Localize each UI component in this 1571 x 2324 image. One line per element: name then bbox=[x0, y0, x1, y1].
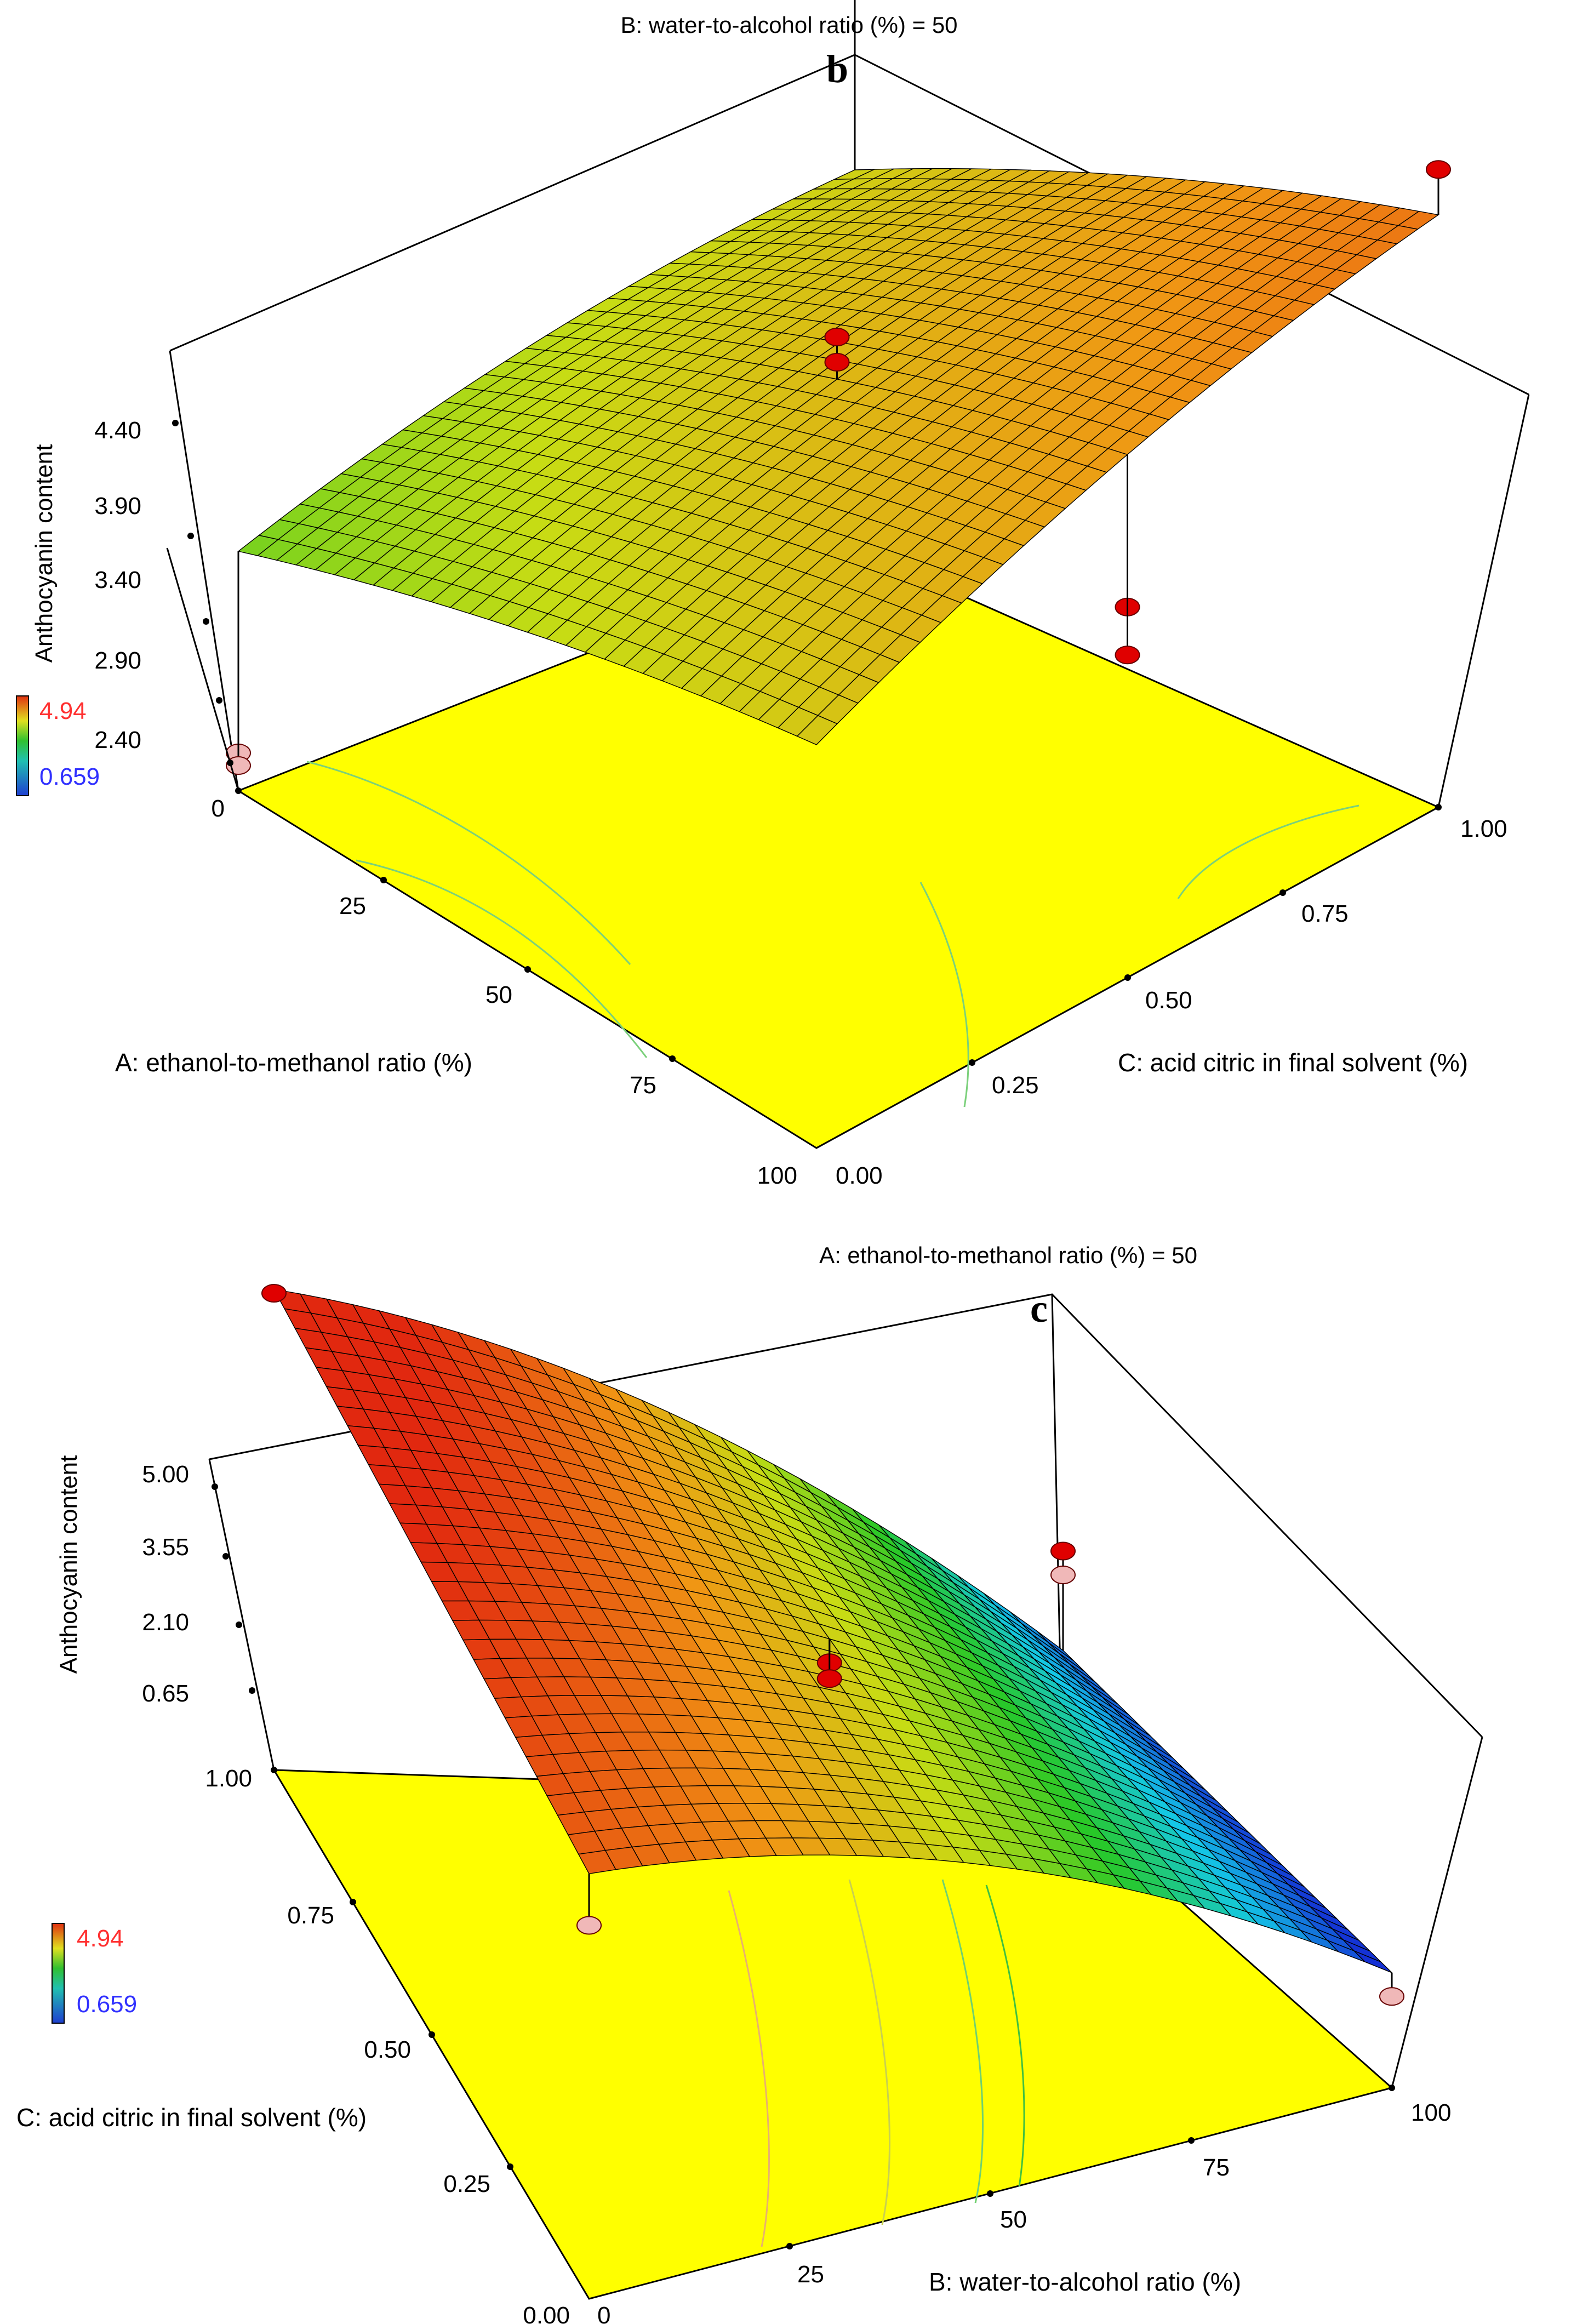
x-tick-label: 50 bbox=[1000, 2206, 1027, 2233]
tick-mark bbox=[380, 877, 387, 883]
z-axis-title: Anthocyanin content bbox=[55, 1455, 82, 1674]
tick-mark bbox=[1435, 804, 1442, 810]
y-tick-label: 1.00 bbox=[1460, 815, 1507, 842]
tick-mark bbox=[1279, 889, 1286, 896]
x-tick-label: 25 bbox=[797, 2261, 824, 2288]
tick-mark bbox=[429, 2031, 435, 2038]
tick-mark bbox=[236, 1621, 242, 1628]
y-tick-label: 1.00 bbox=[205, 1765, 252, 1792]
tick-mark bbox=[227, 760, 233, 766]
design-point-marker bbox=[824, 327, 850, 346]
panel-b-z-axis: 4.40 3.90 3.40 2.90 2.40 Anthocyanin con… bbox=[31, 417, 239, 791]
design-point-marker bbox=[1379, 1987, 1404, 2006]
tick-mark bbox=[969, 1059, 975, 1066]
design-point-marker bbox=[816, 1669, 842, 1688]
panel-c-design-points bbox=[261, 1284, 1404, 2006]
surface-cell bbox=[1353, 1950, 1392, 1973]
colorbar-max-label: 4.94 bbox=[39, 698, 87, 724]
tick-mark bbox=[203, 618, 209, 625]
surface-cell bbox=[578, 1849, 616, 1875]
panel-b-response-surface bbox=[237, 168, 1439, 745]
tick-mark bbox=[786, 2243, 793, 2249]
z-tick-label: 3.55 bbox=[142, 1534, 189, 1561]
panel-b-x-axis: 0 25 50 75 100 A: ethanol-to-methanol ra… bbox=[115, 787, 797, 1189]
y-tick-label: 0.00 bbox=[836, 1162, 883, 1189]
tick-mark bbox=[212, 1483, 218, 1490]
x-tick-label: 0 bbox=[597, 2302, 610, 2324]
z-tick-label: 2.40 bbox=[94, 727, 141, 753]
colorbar-min-label: 0.659 bbox=[77, 1991, 137, 2018]
panel-b-colorbar: 4.94 0.659 bbox=[16, 695, 100, 796]
colorbar-max-label: 4.94 bbox=[77, 1925, 124, 1952]
panel-c-response-surface bbox=[273, 1288, 1392, 1973]
panel-c-floor-contours bbox=[728, 1879, 1025, 2247]
tick-mark bbox=[271, 1767, 277, 1773]
panel-b-design-points bbox=[226, 0, 1451, 775]
y-tick-label: 0.50 bbox=[364, 2036, 411, 2063]
tick-mark bbox=[669, 1055, 676, 1062]
x-tick-label: 25 bbox=[339, 893, 366, 920]
design-point-marker bbox=[824, 352, 850, 372]
panel-c: 5.00 3.55 2.10 0.65 Anthocyanin content … bbox=[16, 1242, 1483, 2324]
y-tick-label: 0.75 bbox=[1301, 900, 1349, 927]
tick-mark bbox=[1389, 2085, 1395, 2091]
y-tick-label: 0.50 bbox=[1145, 987, 1192, 1014]
panel-c-title: A: ethanol-to-methanol ratio (%) = 50 bbox=[819, 1242, 1197, 1268]
design-point-marker bbox=[1050, 1566, 1076, 1584]
panel-b-y-axis: 0.00 0.25 0.50 0.75 1.00 C: acid citric … bbox=[836, 804, 1507, 1189]
z-tick-label: 3.40 bbox=[94, 567, 141, 593]
panel-c-letter: c bbox=[1030, 1287, 1048, 1331]
y-axis-title: C: acid citric in final solvent (%) bbox=[1118, 1048, 1468, 1077]
surface-cell bbox=[796, 715, 838, 745]
tick-mark bbox=[187, 533, 194, 539]
tick-mark bbox=[524, 966, 531, 973]
tick-mark bbox=[987, 2190, 993, 2197]
y-tick-label: 0.25 bbox=[443, 2171, 490, 2197]
panel-b-letter: b bbox=[826, 47, 848, 91]
tick-mark bbox=[235, 787, 242, 794]
x-tick-label: 100 bbox=[757, 1162, 797, 1189]
z-tick-label: 0.65 bbox=[142, 1680, 189, 1707]
tick-mark bbox=[507, 2163, 513, 2170]
z-tick-label: 4.40 bbox=[94, 417, 141, 444]
x-axis-title: B: water-to-alcohol ratio (%) bbox=[929, 2268, 1241, 2296]
panel-b: 4.40 3.90 3.40 2.90 2.40 Anthocyanin con… bbox=[16, 0, 1530, 1189]
tick-mark bbox=[1188, 2137, 1195, 2144]
panel-b-title: B: water-to-alcohol ratio (%) = 50 bbox=[620, 12, 957, 38]
design-point-marker bbox=[261, 1284, 287, 1303]
x-tick-label: 75 bbox=[630, 1072, 656, 1099]
tick-mark bbox=[216, 697, 222, 704]
design-point-marker bbox=[1426, 160, 1451, 179]
y-axis-title: C: acid citric in final solvent (%) bbox=[16, 2103, 367, 2132]
y-tick-label: 0.25 bbox=[992, 1072, 1039, 1099]
panel-c-z-axis: 5.00 3.55 2.10 0.65 Anthocyanin content bbox=[55, 1455, 255, 1707]
panel-b-floor-contours bbox=[306, 761, 1359, 1107]
x-tick-label: 50 bbox=[485, 981, 512, 1008]
z-tick-label: 5.00 bbox=[142, 1461, 189, 1488]
design-point-marker bbox=[1050, 1541, 1076, 1561]
panel-c-y-axis: 1.00 0.75 0.50 0.25 0.00 C: acid citric … bbox=[16, 1765, 570, 2324]
x-tick-label: 100 bbox=[1411, 2099, 1451, 2126]
panel-c-x-axis: 0 25 50 75 100 B: water-to-alcohol ratio… bbox=[597, 2085, 1451, 2324]
x-tick-label: 75 bbox=[1203, 2154, 1230, 2181]
y-tick-label: 0.75 bbox=[287, 1902, 334, 1929]
colorbar-min-label: 0.659 bbox=[39, 763, 100, 790]
tick-mark bbox=[222, 1553, 229, 1560]
design-point-marker bbox=[576, 1916, 602, 1935]
z-tick-label: 2.10 bbox=[142, 1609, 189, 1636]
panel-c-colorbar: 4.94 0.659 bbox=[52, 1923, 137, 2024]
tick-mark bbox=[350, 1899, 356, 1905]
z-axis-title: Anthocyanin content bbox=[31, 444, 58, 663]
tick-mark bbox=[249, 1687, 255, 1694]
x-axis-title: A: ethanol-to-methanol ratio (%) bbox=[115, 1048, 472, 1077]
z-tick-label: 2.90 bbox=[94, 647, 141, 674]
tick-mark bbox=[172, 420, 179, 426]
design-point-marker bbox=[1115, 646, 1140, 665]
y-tick-label: 0.00 bbox=[523, 2302, 570, 2324]
x-tick-label: 0 bbox=[212, 795, 225, 822]
tick-mark bbox=[1124, 974, 1131, 981]
z-tick-label: 3.90 bbox=[94, 493, 141, 519]
